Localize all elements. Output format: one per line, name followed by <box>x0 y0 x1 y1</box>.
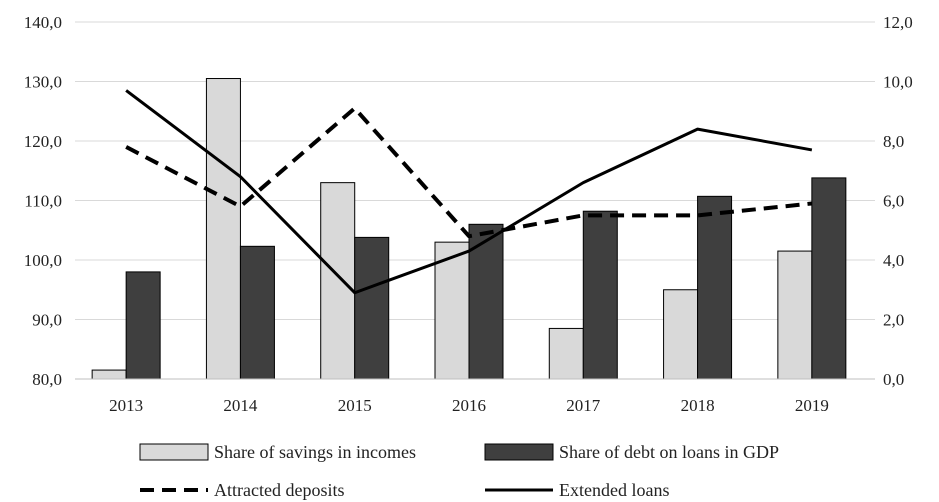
right-tick-label: 4,0 <box>883 251 904 270</box>
right-tick-label: 6,0 <box>883 192 904 211</box>
right-tick-label: 8,0 <box>883 132 904 151</box>
right-tick-label: 12,0 <box>883 13 913 32</box>
legend-savings-swatch <box>139 443 209 461</box>
bar-debt <box>811 177 847 380</box>
bars <box>91 78 847 380</box>
left-tick-label: 130,0 <box>24 73 62 92</box>
bar-savings <box>205 78 241 380</box>
x-tick-label: 2015 <box>338 396 372 415</box>
x-tick-label: 2013 <box>109 396 143 415</box>
bar-debt <box>239 245 275 380</box>
legend: Share of savings in incomes Share of debt… <box>139 442 779 500</box>
left-tick-label: 80,0 <box>32 370 62 389</box>
bar-debt <box>354 236 390 380</box>
legend-debt-label: Share of debt on loans in GDP <box>559 442 779 462</box>
bar-savings <box>663 289 699 380</box>
x-tick-label: 2019 <box>795 396 829 415</box>
bar-debt <box>468 223 504 380</box>
legend-savings-label: Share of savings in incomes <box>214 442 416 462</box>
left-tick-label: 90,0 <box>32 311 62 330</box>
legend-debt-swatch <box>484 443 554 461</box>
left-tick-label: 100,0 <box>24 251 62 270</box>
x-tick-label: 2016 <box>452 396 486 415</box>
legend-loans-label: Extended loans <box>559 480 669 500</box>
axes: 80,0 90,0 100,0 110,0 120,0 130,0 140,0 0,0 2,0 4… <box>24 13 913 415</box>
bar-savings <box>320 182 356 380</box>
left-tick-label: 140,0 <box>24 13 62 32</box>
right-tick-label: 2,0 <box>883 311 904 330</box>
left-tick-label: 110,0 <box>24 192 62 211</box>
bar-debt <box>697 195 733 380</box>
bar-savings <box>91 369 127 380</box>
bar-debt <box>582 210 618 380</box>
right-tick-label: 10,0 <box>883 73 913 92</box>
legend-deposits-label: Attracted deposits <box>214 480 344 500</box>
x-tick-label: 2017 <box>566 396 601 415</box>
right-tick-label: 0,0 <box>883 370 904 389</box>
x-tick-label: 2018 <box>681 396 715 415</box>
left-tick-label: 120,0 <box>24 132 62 151</box>
bar-debt <box>125 271 161 380</box>
x-tick-label: 2014 <box>223 396 258 415</box>
bar-savings <box>777 250 813 380</box>
bar-savings <box>548 327 584 380</box>
series-lines <box>125 89 813 295</box>
line-extended-loans <box>125 89 813 295</box>
line-attracted-deposits <box>125 106 813 239</box>
